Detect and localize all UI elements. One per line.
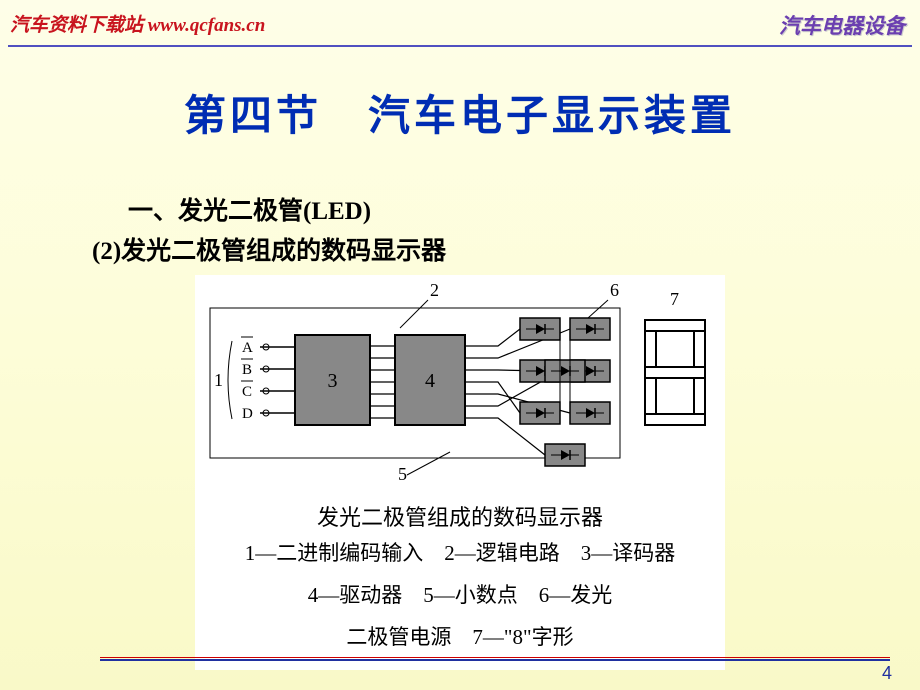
svg-text:C: C [242,384,252,400]
svg-text:6: 6 [610,280,619,300]
svg-text:5: 5 [398,464,407,484]
footer-divider-blue [100,659,890,661]
svg-text:D: D [242,406,253,422]
slide-header: 汽车资料下载站 www.qcfans.cn 汽车电器设备 [0,0,920,45]
footer-divider-red [100,657,890,658]
diagram-container: 3 4 ABCD 1 2 5 6 7 发光二极管组成的数码显示器 1—二进制编码输入 2—逻辑… [195,275,725,670]
diagram-legend: 1—二进制编码输入 2—逻辑电路 3—译码器 4—驱动器 5—小数点 6—发光 … [200,532,720,658]
header-left-text: 汽车资料下载站 www.qcfans.cn [10,10,265,40]
circuit-diagram: 3 4 ABCD 1 2 5 6 7 [200,280,720,490]
page-number: 4 [882,663,892,684]
slide-title: 第四节 汽车电子显示装置 [0,82,920,143]
legend-line: 4—驱动器 5—小数点 6—发光 [200,574,720,616]
header-right-text: 汽车电器设备 [779,10,905,40]
section-heading-2: (2)发光二极管组成的数码显示器 [92,231,920,267]
svg-text:1: 1 [214,370,223,390]
svg-text:7: 7 [670,289,679,309]
svg-text:3: 3 [328,370,338,392]
header-divider [8,45,912,47]
legend-line: 二极管电源 7—"8"字形 [200,616,720,658]
svg-text:A: A [242,340,253,356]
section-heading-1: 一、发光二极管(LED) [128,191,920,227]
svg-text:4: 4 [425,370,435,392]
svg-text:2: 2 [430,280,439,300]
diagram-caption: 发光二极管组成的数码显示器 [200,500,720,532]
svg-text:B: B [242,362,252,378]
legend-line: 1—二进制编码输入 2—逻辑电路 3—译码器 [200,532,720,574]
